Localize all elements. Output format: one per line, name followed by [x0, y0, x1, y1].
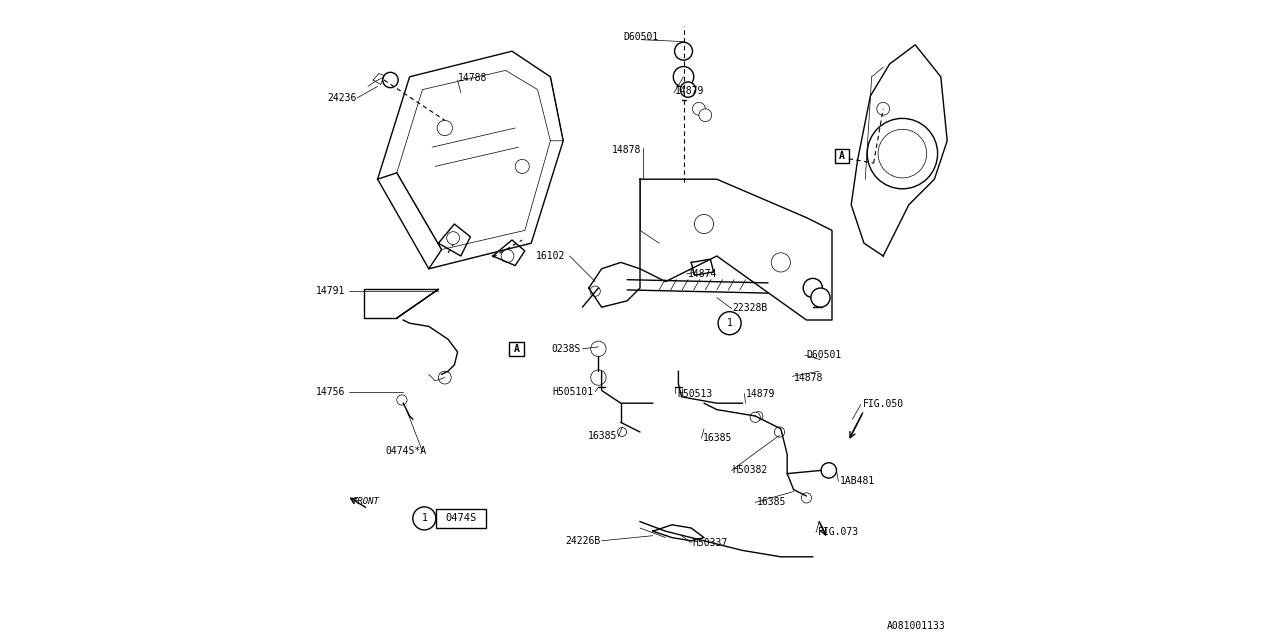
Circle shape: [591, 370, 607, 385]
Text: D60501: D60501: [806, 350, 842, 360]
Circle shape: [673, 67, 694, 87]
Circle shape: [438, 371, 452, 384]
Circle shape: [590, 286, 600, 296]
Circle shape: [438, 120, 453, 136]
Bar: [835, 149, 849, 163]
Text: 1: 1: [421, 513, 428, 524]
Text: A: A: [513, 344, 520, 355]
Text: H50382: H50382: [732, 465, 768, 476]
Text: 0238S: 0238S: [552, 344, 581, 354]
Circle shape: [771, 253, 791, 272]
Bar: [436, 509, 486, 528]
Circle shape: [675, 42, 692, 60]
Text: 16385: 16385: [588, 431, 617, 442]
Circle shape: [774, 427, 785, 437]
Circle shape: [502, 250, 513, 262]
Text: 24236: 24236: [328, 93, 356, 103]
Text: 0474S: 0474S: [445, 513, 477, 524]
Text: FIG.050: FIG.050: [863, 399, 904, 410]
Text: 24226B: 24226B: [564, 536, 600, 546]
Circle shape: [801, 493, 812, 503]
Circle shape: [397, 395, 407, 405]
Text: 14874: 14874: [689, 269, 717, 279]
Circle shape: [718, 312, 741, 335]
Text: FIG.073: FIG.073: [818, 527, 859, 538]
Text: H50513: H50513: [677, 388, 713, 399]
Text: 1: 1: [727, 318, 732, 328]
Circle shape: [822, 463, 837, 478]
Text: 16385: 16385: [756, 497, 786, 508]
Circle shape: [681, 82, 696, 97]
Text: 14879: 14879: [676, 86, 704, 96]
Text: A081001133: A081001133: [887, 621, 946, 631]
Circle shape: [804, 278, 823, 298]
Text: H505101: H505101: [552, 387, 594, 397]
Circle shape: [617, 428, 627, 436]
Circle shape: [447, 232, 460, 244]
Text: 14756: 14756: [316, 387, 346, 397]
Circle shape: [750, 412, 760, 422]
Text: 14791: 14791: [316, 286, 346, 296]
Circle shape: [804, 278, 823, 298]
Text: H50337: H50337: [692, 538, 728, 548]
Circle shape: [694, 214, 714, 234]
Circle shape: [878, 129, 927, 178]
Text: 22328B: 22328B: [732, 303, 768, 314]
Circle shape: [516, 159, 530, 173]
Circle shape: [412, 507, 435, 530]
Circle shape: [812, 288, 831, 307]
Text: 16385: 16385: [703, 433, 732, 444]
Circle shape: [877, 102, 890, 115]
Text: 0474S*A: 0474S*A: [385, 446, 428, 456]
Text: 16102: 16102: [536, 251, 566, 261]
Text: 1AB481: 1AB481: [840, 476, 876, 486]
Text: 14878: 14878: [794, 372, 823, 383]
Text: 14788: 14788: [458, 73, 486, 83]
Circle shape: [692, 102, 705, 115]
Bar: [509, 342, 524, 356]
Text: FRONT: FRONT: [353, 497, 379, 506]
Text: 14878: 14878: [612, 145, 641, 156]
Text: 14879: 14879: [745, 388, 774, 399]
Circle shape: [754, 412, 763, 420]
Circle shape: [591, 341, 607, 356]
Circle shape: [699, 109, 712, 122]
Text: A: A: [838, 151, 845, 161]
Text: D60501: D60501: [623, 32, 659, 42]
Circle shape: [868, 118, 937, 189]
Circle shape: [383, 72, 398, 88]
